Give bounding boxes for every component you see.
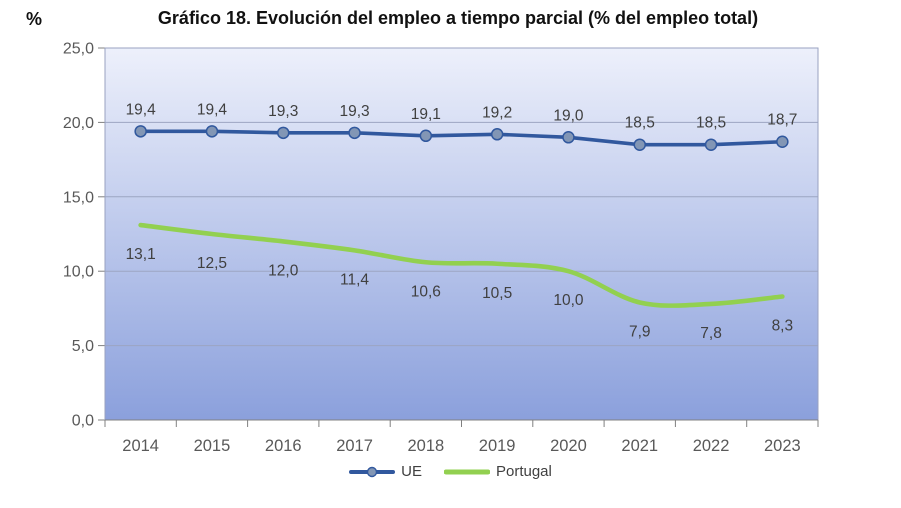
chart-title: Gráfico 18. Evolución del empleo a tiemp…	[157, 8, 759, 28]
x-tick-label: 2023	[764, 437, 801, 455]
data-label-portugal: 10,5	[482, 285, 512, 302]
series-marker-ue	[490, 128, 504, 141]
series-marker-ue	[205, 125, 219, 138]
series-line-ue	[138, 129, 785, 147]
data-label-portugal: 10,0	[553, 292, 584, 309]
x-tick-label: 2021	[621, 437, 658, 455]
legend: UE Portugal	[0, 463, 901, 480]
data-label-portugal: 12,5	[197, 255, 227, 272]
legend-marker-ue	[366, 466, 378, 477]
series-marker-ue	[562, 131, 575, 144]
legend-label-ue: UE	[401, 463, 422, 480]
y-tick-label: 25,0	[63, 41, 94, 58]
data-label-portugal: 13,1	[126, 246, 156, 263]
data-label-ue: 18,5	[696, 115, 726, 132]
data-label-ue: 19,4	[197, 101, 228, 118]
data-label-portugal: 7,9	[629, 323, 651, 340]
y-tick-label: 5,0	[72, 338, 94, 355]
x-tick-label: 2020	[550, 437, 587, 455]
series-marker-ue	[419, 129, 433, 143]
series-marker-ue	[704, 138, 718, 151]
data-label-ue: 18,5	[625, 115, 655, 132]
data-label-ue: 19,2	[482, 104, 512, 121]
y-tick-label: 20,0	[63, 115, 94, 132]
data-label-ue: 19,3	[339, 103, 369, 120]
series-marker-ue	[776, 135, 789, 148]
series-marker-ue	[633, 138, 646, 151]
y-tick-label: 10,0	[63, 264, 94, 281]
data-label-portugal: 8,3	[772, 317, 794, 334]
x-tick-label: 2017	[336, 437, 373, 455]
y-axis-unit-label: %	[26, 9, 43, 29]
y-tick-label: 0,0	[72, 413, 94, 430]
data-label-ue: 19,0	[553, 107, 584, 124]
legend-label-portugal: Portugal	[495, 463, 552, 480]
x-tick-label: 2019	[479, 437, 516, 455]
x-tick-label: 2015	[194, 437, 231, 455]
data-label-ue: 18,7	[767, 112, 797, 129]
series-marker-ue	[134, 125, 147, 138]
x-tick-label: 2022	[693, 437, 730, 455]
legend-swatch-ue-icon	[349, 466, 396, 477]
x-tick-label: 2014	[122, 437, 159, 455]
legend-swatch-portugal-icon	[443, 469, 490, 474]
data-label-ue: 19,3	[268, 103, 298, 120]
data-label-ue: 19,4	[126, 101, 157, 118]
legend-item-ue: UE	[349, 463, 422, 480]
data-label-portugal: 7,8	[700, 325, 722, 342]
data-label-portugal: 10,6	[411, 283, 441, 300]
y-tick-label: 15,0	[63, 189, 94, 206]
data-label-portugal: 11,4	[340, 271, 369, 288]
series-marker-ue	[277, 126, 290, 140]
series-line-portugal	[138, 222, 785, 308]
data-label-ue: 19,1	[411, 106, 441, 123]
data-label-portugal: 12,0	[268, 262, 299, 279]
series-marker-ue	[348, 126, 361, 140]
legend-item-portugal: Portugal	[443, 463, 552, 480]
x-tick-label: 2016	[265, 437, 302, 455]
x-tick-label: 2018	[407, 437, 444, 455]
